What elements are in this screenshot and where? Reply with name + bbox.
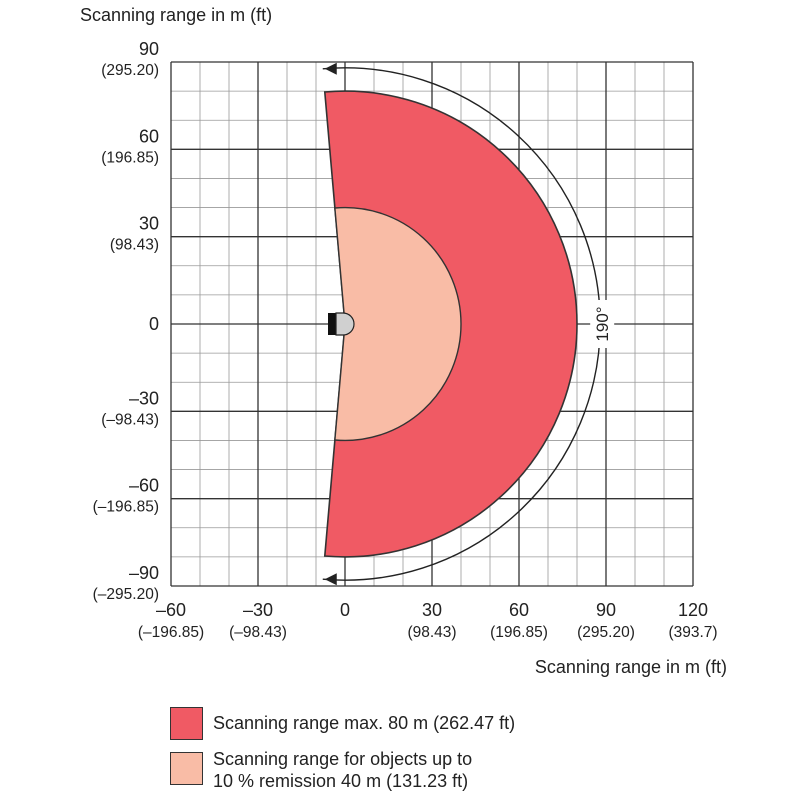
x-tick-sublabel: (295.20) [577,624,635,641]
angle-indicator: 190° [322,62,615,586]
y-tick-label: 30 [139,214,159,234]
y-tick-sublabel: (196.85) [101,149,159,166]
legend-swatch-max-range [170,707,203,740]
x-axis-title: Scanning range in m (ft) [535,657,727,677]
y-tick-label: –60 [129,476,159,496]
legend-label-remission: Scanning range for objects up to 10 % re… [213,748,472,792]
sensor-head [335,312,355,336]
y-tick-sublabel: (–196.85) [93,499,159,516]
y-tick-label: 60 [139,126,159,146]
y-tick-label: 0 [149,314,159,334]
legend-swatch-remission [170,752,203,785]
x-tick-label: 0 [340,600,350,620]
y-tick-label: –30 [129,388,159,408]
x-tick-sublabel: (98.43) [407,624,456,641]
legend-label-max-range: Scanning range max. 80 m (262.47 ft) [213,712,515,734]
x-axis-labels: –60 (–196.85) –30 (–98.43) 0 30 (98.43) 60 (196.… [138,600,718,641]
remission-range-area [334,206,462,442]
legend-max-line-1: Scanning range max. 80 m (262.47 ft) [213,713,516,733]
y-tick-sublabel: (–98.43) [101,411,159,428]
angle-arrow-icon [324,573,337,586]
angle-label: 190° [593,306,612,341]
scan-areas [323,90,578,558]
sensor-base [328,313,336,335]
x-tick-label: 30 [422,600,442,620]
y-tick-sublabel: (–295.20) [93,586,159,603]
y-tick-sublabel: (295.20) [101,62,159,79]
legend-remission-line-1: Scanning range for objects up to [213,749,473,769]
y-tick-label: 90 [139,39,159,59]
x-tick-label: 120 [678,600,708,620]
x-tick-sublabel: (196.85) [490,624,548,641]
sensor-icon [328,312,355,336]
x-tick-label: –30 [243,600,273,620]
y-tick-sublabel: (98.43) [110,237,159,254]
legend-item-remission: Scanning range for objects up to 10 % re… [170,749,472,792]
y-axis-labels: 90 (295.20) 60 (196.85) 30 (98.43) 0 –30 (–98.43… [93,39,159,603]
legend-remission-line-2: 10 % remission 40 m (131.23 ft) [213,771,469,791]
x-tick-label: 90 [596,600,616,620]
x-tick-sublabel: (–196.85) [138,624,204,641]
legend-item-max-range: Scanning range max. 80 m (262.47 ft) [170,707,515,740]
y-tick-label: –90 [129,563,159,583]
angle-arrow-icon [324,62,337,75]
x-tick-label: –60 [156,600,186,620]
x-tick-label: 60 [509,600,529,620]
chart-title: Scanning range in m (ft) [80,5,272,25]
x-tick-sublabel: (–98.43) [229,624,287,641]
x-tick-sublabel: (393.7) [668,624,717,641]
angle-label-bg [590,300,615,348]
